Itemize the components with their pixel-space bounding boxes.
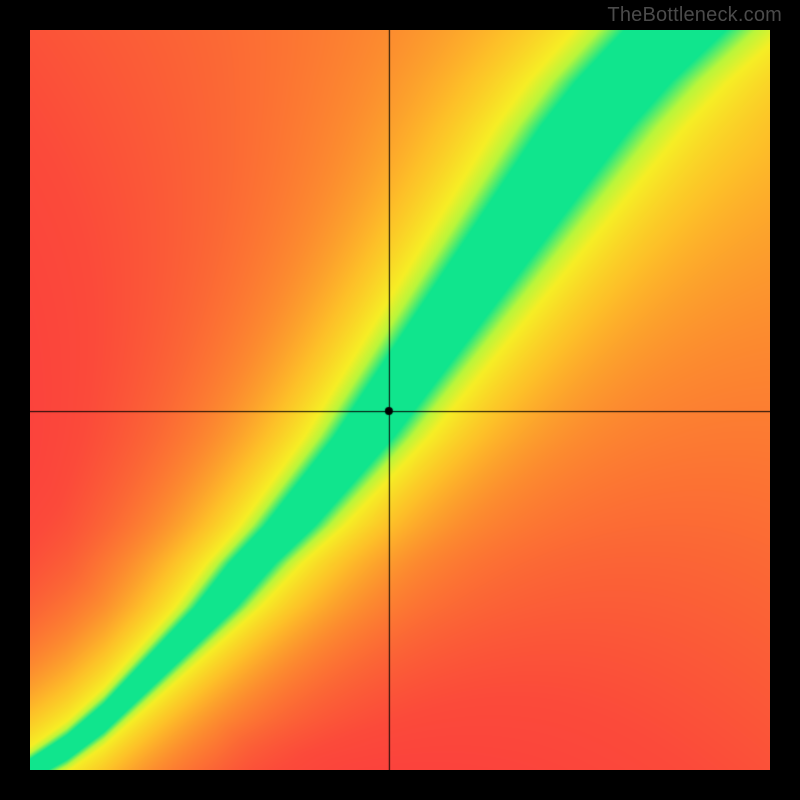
chart-stage: TheBottleneck.com: [0, 0, 800, 800]
overlay-canvas: [30, 30, 770, 770]
watermark-text: TheBottleneck.com: [607, 4, 782, 27]
